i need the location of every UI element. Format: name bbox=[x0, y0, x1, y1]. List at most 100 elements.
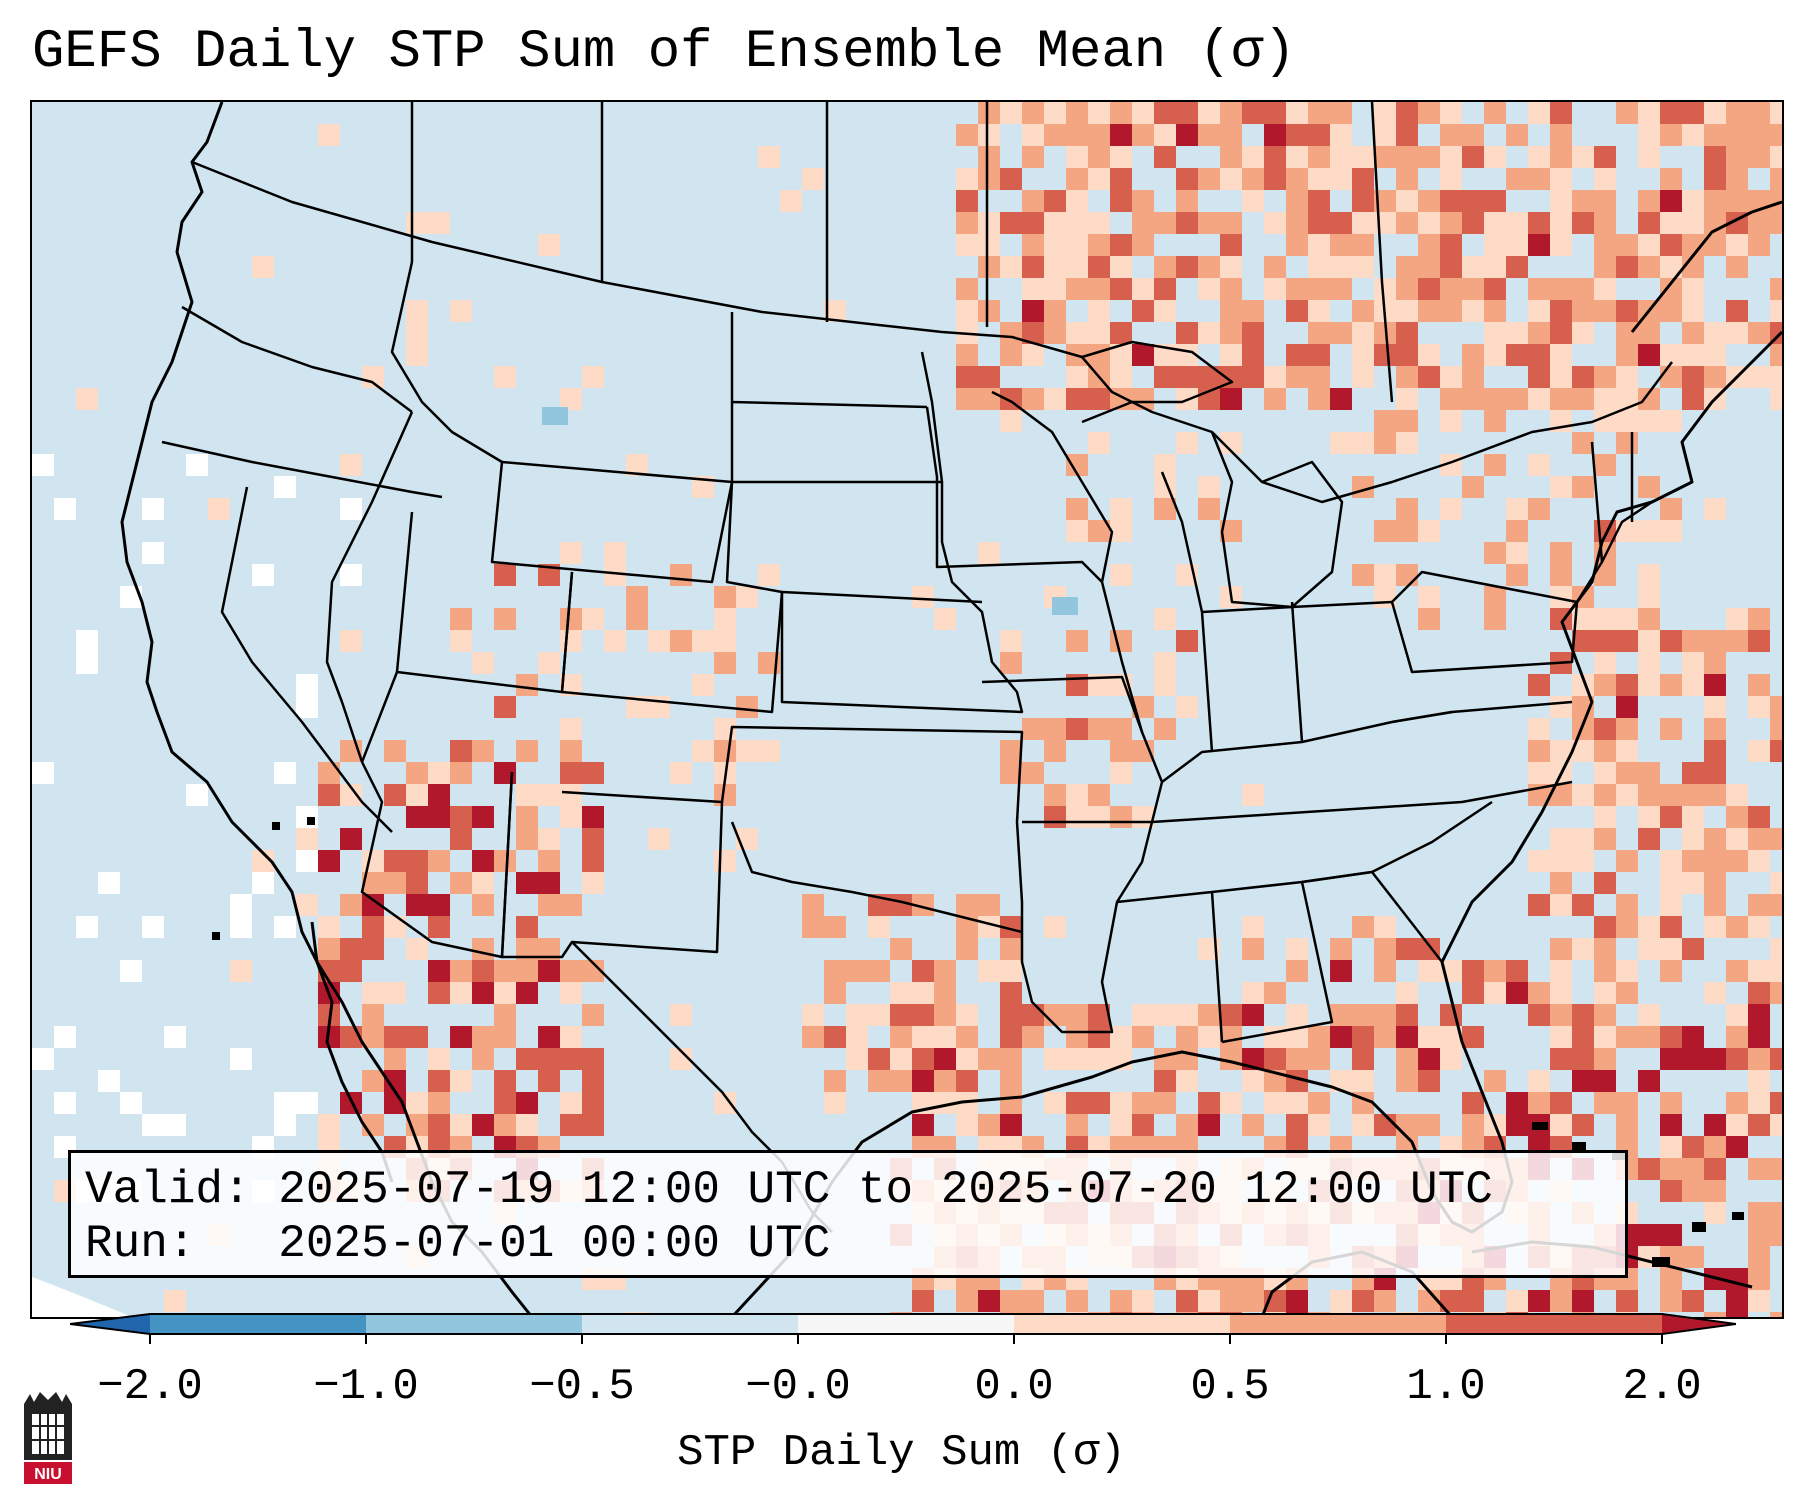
anomaly-cell bbox=[1726, 1136, 1748, 1158]
anomaly-cell bbox=[1022, 256, 1044, 278]
anomaly-cell bbox=[1638, 586, 1660, 608]
anomaly-cell bbox=[1022, 124, 1044, 146]
anomaly-cell bbox=[1308, 1026, 1330, 1048]
anomaly-cell bbox=[1638, 674, 1660, 696]
anomaly-cell bbox=[1726, 916, 1748, 938]
anomaly-cell bbox=[1000, 1004, 1022, 1026]
anomaly-cell bbox=[934, 608, 956, 630]
anomaly-cell bbox=[1440, 1290, 1462, 1312]
anomaly-cell bbox=[406, 762, 428, 784]
anomaly-cell bbox=[1704, 762, 1726, 784]
anomaly-cell bbox=[1000, 982, 1022, 1004]
anomaly-cell bbox=[1528, 740, 1550, 762]
anomaly-cell bbox=[1462, 1290, 1484, 1312]
anomaly-cell bbox=[1726, 1004, 1748, 1026]
west-coast bbox=[120, 102, 534, 1317]
anomaly-cell bbox=[912, 1070, 934, 1092]
anomaly-cell bbox=[1638, 1158, 1660, 1180]
anomaly-cell bbox=[428, 1070, 450, 1092]
anomaly-cell bbox=[1594, 1004, 1616, 1026]
anomaly-cell bbox=[1748, 124, 1770, 146]
anomaly-cell bbox=[1462, 1114, 1484, 1136]
anomaly-cell bbox=[450, 982, 472, 1004]
anomaly-cell bbox=[1484, 146, 1506, 168]
anomaly-cell bbox=[978, 1114, 1000, 1136]
anomaly-cell bbox=[1638, 630, 1660, 652]
anomaly-cell bbox=[1088, 146, 1110, 168]
anomaly-cell bbox=[1462, 212, 1484, 234]
anomaly-cell bbox=[1220, 322, 1242, 344]
anomaly-cell bbox=[1242, 1290, 1264, 1312]
anomaly-cell bbox=[1220, 1092, 1242, 1114]
anomaly-cell bbox=[1462, 476, 1484, 498]
anomaly-cell bbox=[1220, 388, 1242, 410]
anomaly-cell bbox=[1682, 344, 1704, 366]
anomaly-cell bbox=[912, 960, 934, 982]
anomaly-cell bbox=[1154, 146, 1176, 168]
anomaly-cell bbox=[1396, 344, 1418, 366]
anomaly-cell bbox=[1418, 344, 1440, 366]
anomaly-cell bbox=[1572, 938, 1594, 960]
map-panel[interactable] bbox=[30, 100, 1784, 1319]
anomaly-cell bbox=[1286, 1114, 1308, 1136]
anomaly-cell bbox=[1176, 366, 1198, 388]
anomaly-cell bbox=[1044, 916, 1066, 938]
anomaly-cell bbox=[406, 1092, 428, 1114]
anomaly-cell bbox=[1352, 1026, 1374, 1048]
anomaly-cell bbox=[714, 740, 736, 762]
anomaly-cell bbox=[1000, 652, 1022, 674]
anomaly-cell bbox=[1616, 630, 1638, 652]
anomaly-cell bbox=[1088, 784, 1110, 806]
anomaly-cell bbox=[384, 1070, 406, 1092]
anomaly-cell bbox=[560, 762, 582, 784]
anomaly-cell bbox=[1066, 1004, 1088, 1026]
ne-ks bbox=[725, 481, 1024, 714]
anomaly-cell bbox=[1044, 388, 1066, 410]
anomaly-cell bbox=[1110, 630, 1132, 652]
anomaly-cell bbox=[1220, 256, 1242, 278]
anomaly-cell bbox=[1286, 1290, 1308, 1312]
anomaly-cell bbox=[582, 960, 604, 982]
anomaly-cell bbox=[406, 212, 428, 234]
anomaly-cell bbox=[1330, 212, 1352, 234]
anomaly-cell bbox=[164, 1114, 186, 1136]
anomaly-cell bbox=[1198, 1092, 1220, 1114]
anomaly-cell bbox=[1726, 322, 1748, 344]
anomaly-cell bbox=[956, 278, 978, 300]
anomaly-cell bbox=[1484, 608, 1506, 630]
anomaly-cell bbox=[1704, 674, 1726, 696]
anomaly-cell bbox=[1572, 1026, 1594, 1048]
anomaly-cell bbox=[1660, 784, 1682, 806]
canada-west bbox=[410, 102, 829, 322]
anomaly-cell bbox=[1726, 850, 1748, 872]
anomaly-cell bbox=[692, 476, 714, 498]
anomaly-cell bbox=[1682, 784, 1704, 806]
anomaly-cell bbox=[1682, 190, 1704, 212]
anomaly-cell bbox=[538, 894, 560, 916]
colorbar-tick-label: −0.0 bbox=[745, 1362, 851, 1412]
anomaly-cell bbox=[978, 388, 1000, 410]
anomaly-cell bbox=[1484, 234, 1506, 256]
anomaly-cell bbox=[1484, 388, 1506, 410]
anomaly-cell bbox=[1022, 1026, 1044, 1048]
anomaly-cell bbox=[1770, 388, 1782, 410]
anomaly-cell bbox=[538, 872, 560, 894]
anomaly-cell bbox=[1418, 586, 1440, 608]
anomaly-cell bbox=[1374, 146, 1396, 168]
anomaly-cell bbox=[1176, 1004, 1198, 1026]
anomaly-cell bbox=[1594, 1026, 1616, 1048]
anomaly-cell bbox=[1572, 146, 1594, 168]
anomaly-cell bbox=[538, 652, 560, 674]
anomaly-cell bbox=[274, 762, 296, 784]
anomaly-cell bbox=[1726, 146, 1748, 168]
anomaly-cell bbox=[230, 1048, 252, 1070]
anomaly-cell bbox=[1000, 630, 1022, 652]
anomaly-cell bbox=[1748, 1070, 1770, 1092]
anomaly-cell bbox=[1704, 696, 1726, 718]
anomaly-cell bbox=[1088, 388, 1110, 410]
anomaly-cell bbox=[1220, 344, 1242, 366]
anomaly-cell bbox=[98, 1070, 120, 1092]
anomaly-cell bbox=[1374, 432, 1396, 454]
anomaly-cell bbox=[538, 234, 560, 256]
anomaly-cell bbox=[1528, 674, 1550, 696]
